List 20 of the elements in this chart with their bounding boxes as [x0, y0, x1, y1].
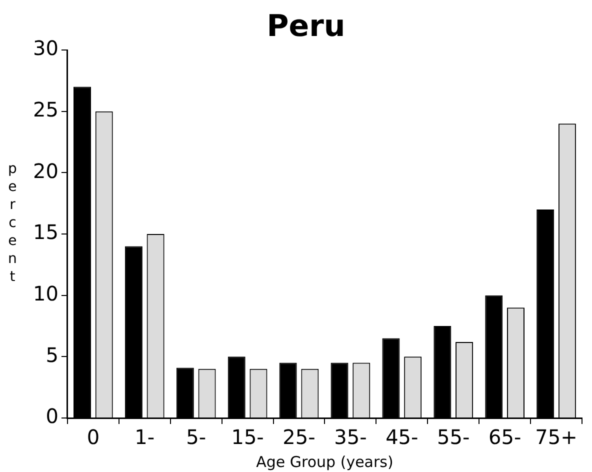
- x-axis-title: Age Group (years): [256, 452, 394, 471]
- x-tick-label: 1-: [134, 425, 155, 450]
- x-tick-label: 35-: [334, 425, 367, 450]
- y-tick-label: 20: [32, 158, 58, 183]
- x-tick-label: 55-: [437, 425, 470, 450]
- y-tick-label: 0: [46, 404, 58, 428]
- x-tick-label: 15-: [231, 425, 264, 450]
- chart-title: Peru: [266, 8, 346, 44]
- y-tick-label: 15: [32, 220, 58, 244]
- x-tick-label: 45-: [386, 425, 418, 450]
- x-tick-label: 75+: [535, 425, 578, 450]
- x-tick-label: 25-: [282, 425, 316, 450]
- y-tick-label: 5: [46, 342, 58, 367]
- y-tick-label: 25: [32, 98, 58, 122]
- y-tick-label: 30: [32, 36, 58, 60]
- y-tick-label: 10: [32, 282, 58, 306]
- y-axis-title: percent: [8, 160, 17, 286]
- x-tick-label: 0: [86, 425, 100, 450]
- x-tick-label: 65-: [488, 425, 522, 450]
- x-tick-label: 5-: [186, 425, 206, 450]
